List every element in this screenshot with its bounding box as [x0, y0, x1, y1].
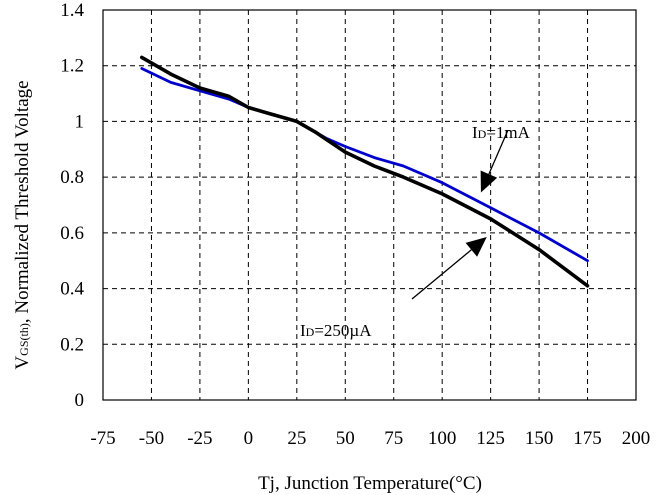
y-tick-label: 0.2: [60, 334, 84, 355]
y-tick-label: 0.6: [60, 223, 84, 244]
x-tick-label: -75: [90, 428, 115, 449]
y-tick-label: 0.8: [60, 167, 84, 188]
annotation-arrow-line: [488, 129, 509, 175]
annotation-id-1ma: ID=1mA: [472, 123, 531, 142]
y-axis-title: VGS(th), Normalized Threshold Voltage: [12, 80, 33, 369]
annotation-id-250ua: ID=250µA: [300, 321, 372, 340]
y-tick-label: 1.4: [60, 0, 84, 21]
y-tick-label: 0: [75, 390, 85, 411]
annotation-id-1ma-suffix: =1mA: [486, 123, 530, 142]
x-tick-label: 100: [428, 428, 457, 449]
plot-frame: [102, 9, 637, 401]
annotation-arrowhead: [480, 170, 498, 193]
y-axis-title-suffix: , Normalized Threshold Voltage: [12, 80, 33, 323]
annotation-arrow-line: [411, 249, 472, 300]
series-line-2: [140, 55, 590, 288]
x-tick-label: -25: [187, 428, 212, 449]
y-tick-label: 0.4: [60, 279, 84, 300]
x-tick-label: 175: [573, 428, 602, 449]
x-tick-label: 200: [622, 428, 651, 449]
series-lines: [140, 55, 590, 288]
x-tick-labels: -75 -50 -25 0 25 50 75 100 125 150 175 200: [90, 428, 650, 449]
x-tick-label: 25: [287, 428, 306, 449]
annotation-arrows: [411, 129, 509, 300]
y-tick-label: 1.2: [60, 56, 84, 77]
y-axis-title-prefix: V: [12, 356, 33, 370]
annotation-id-1ma-prefix: I: [472, 123, 478, 142]
x-tick-label: -50: [139, 428, 164, 449]
x-tick-label: 150: [525, 428, 554, 449]
x-tick-label: 75: [384, 428, 403, 449]
y-axis-title-subscript: GS(th): [17, 323, 31, 356]
series-line-1: [140, 67, 589, 263]
y-tick-labels: 0 0.2 0.4 0.6 0.8 1 1.2 1.4: [60, 0, 84, 411]
annotation-id-250ua-prefix: I: [300, 321, 306, 340]
annotation-id-250ua-subscript: D: [306, 325, 315, 339]
annotation-arrowhead: [465, 237, 487, 257]
y-tick-label: 1: [75, 111, 85, 132]
x-tick-label: 0: [244, 428, 254, 449]
x-tick-label: 50: [336, 428, 355, 449]
x-axis-title: Tj, Junction Temperature(°C): [258, 473, 482, 494]
grid-lines: [103, 10, 636, 400]
annotation-id-1ma-subscript: D: [478, 127, 487, 141]
x-tick-label: 125: [476, 428, 505, 449]
annotation-id-250ua-suffix: =250µA: [314, 321, 372, 340]
